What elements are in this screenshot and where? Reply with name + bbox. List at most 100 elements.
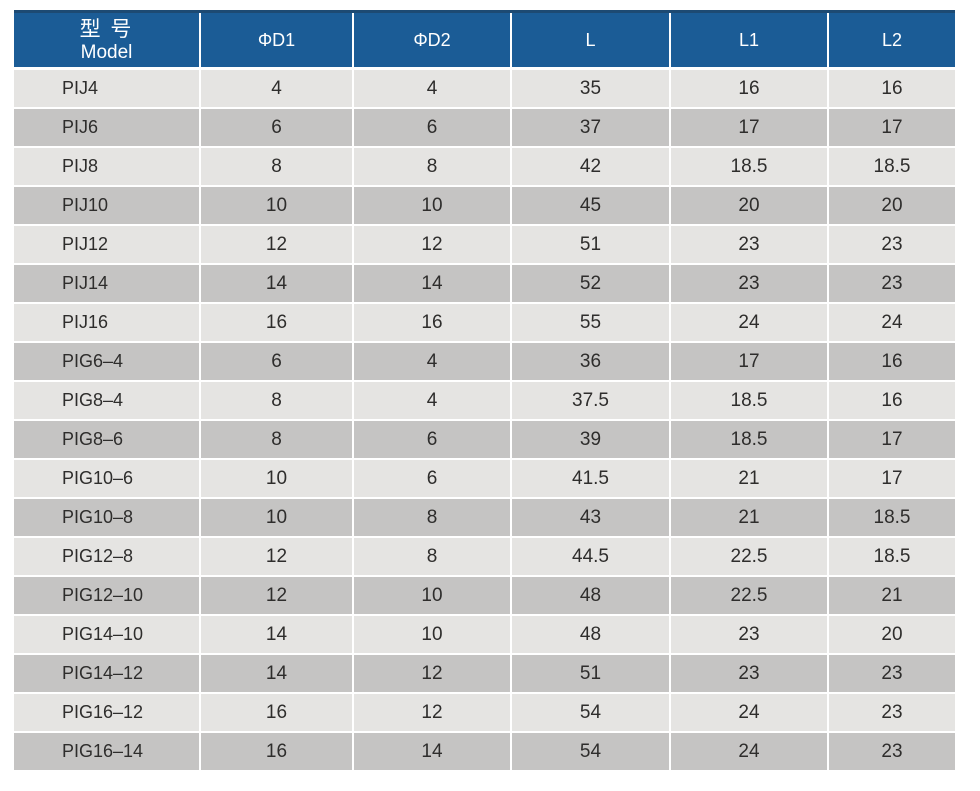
value-cell-d2: 4	[353, 68, 512, 109]
value-cell-l2: 18.5	[828, 147, 955, 187]
value-cell-d2: 14	[353, 264, 512, 304]
value-cell-l2: 21	[828, 576, 955, 616]
value-cell-l2: 23	[828, 225, 955, 265]
value-cell-l1: 23	[670, 264, 829, 304]
value-cell-l1: 18.5	[670, 381, 829, 421]
value-cell-l: 45	[511, 186, 671, 226]
value-cell-l2: 20	[828, 186, 955, 226]
value-cell-l1: 22.5	[670, 537, 829, 577]
value-cell-d2: 12	[353, 693, 512, 733]
table-row: PIJ6 6 6 37 17 17	[14, 108, 955, 148]
value-cell-d1: 8	[200, 420, 354, 460]
model-cell: PIJ6	[14, 108, 201, 148]
model-cell: PIG16–12	[14, 693, 201, 733]
value-cell-l2: 23	[828, 732, 955, 772]
value-cell-d1: 10	[200, 186, 354, 226]
table-row: PIG14–10 14 10 48 23 20	[14, 615, 955, 655]
value-cell-l2: 20	[828, 615, 955, 655]
table-row: PIJ16 16 16 55 24 24	[14, 303, 955, 343]
model-spec-table: 型 号 Model ΦD1 ΦD2 L L1 L2 PIJ4 4 4 35 16 16 PIJ6 6 6…	[14, 10, 955, 772]
model-cell: PIJ14	[14, 264, 201, 304]
value-cell-d2: 8	[353, 147, 512, 187]
value-cell-l: 44.5	[511, 537, 671, 577]
value-cell-l: 48	[511, 576, 671, 616]
value-cell-l: 54	[511, 732, 671, 772]
value-cell-l2: 18.5	[828, 498, 955, 538]
value-cell-d2: 6	[353, 459, 512, 499]
table-row: PIG10–6 10 6 41.5 21 17	[14, 459, 955, 499]
model-cell: PIG14–10	[14, 615, 201, 655]
value-cell-d2: 4	[353, 342, 512, 382]
value-cell-d2: 4	[353, 381, 512, 421]
model-cell: PIJ12	[14, 225, 201, 265]
model-cell: PIG8–4	[14, 381, 201, 421]
table-row: PIG12–8 12 8 44.5 22.5 18.5	[14, 537, 955, 577]
value-cell-l1: 17	[670, 342, 829, 382]
value-cell-d2: 14	[353, 732, 512, 772]
model-cell: PIG8–6	[14, 420, 201, 460]
model-cell: PIJ10	[14, 186, 201, 226]
table-row: PIJ14 14 14 52 23 23	[14, 264, 955, 304]
table-row: PIG6–4 6 4 36 17 16	[14, 342, 955, 382]
value-cell-l: 37	[511, 108, 671, 148]
value-cell-l: 51	[511, 654, 671, 694]
table-row: PIJ8 8 8 42 18.5 18.5	[14, 147, 955, 187]
value-cell-d1: 16	[200, 693, 354, 733]
header-row: 型 号 Model ΦD1 ΦD2 L L1 L2	[14, 10, 955, 70]
table-row: PIJ12 12 12 51 23 23	[14, 225, 955, 265]
value-cell-d2: 6	[353, 108, 512, 148]
value-cell-l1: 21	[670, 459, 829, 499]
value-cell-l2: 17	[828, 108, 955, 148]
value-cell-l1: 24	[670, 693, 829, 733]
column-header-d2: ΦD2	[353, 10, 512, 70]
model-cell: PIG12–8	[14, 537, 201, 577]
table-row: PIG12–10 12 10 48 22.5 21	[14, 576, 955, 616]
value-cell-l1: 24	[670, 303, 829, 343]
value-cell-l: 54	[511, 693, 671, 733]
value-cell-l1: 17	[670, 108, 829, 148]
value-cell-l1: 23	[670, 654, 829, 694]
value-cell-l: 51	[511, 225, 671, 265]
value-cell-l1: 22.5	[670, 576, 829, 616]
table-row: PIG10–8 10 8 43 21 18.5	[14, 498, 955, 538]
table-row: PIG14–12 14 12 51 23 23	[14, 654, 955, 694]
value-cell-l2: 23	[828, 264, 955, 304]
value-cell-d1: 12	[200, 576, 354, 616]
value-cell-l1: 20	[670, 186, 829, 226]
value-cell-d1: 16	[200, 732, 354, 772]
value-cell-l: 42	[511, 147, 671, 187]
value-cell-l: 43	[511, 498, 671, 538]
value-cell-d2: 8	[353, 498, 512, 538]
model-cell: PIJ16	[14, 303, 201, 343]
table-row: PIJ10 10 10 45 20 20	[14, 186, 955, 226]
model-cell: PIG6–4	[14, 342, 201, 382]
value-cell-l2: 17	[828, 459, 955, 499]
value-cell-l2: 16	[828, 342, 955, 382]
model-cell: PIJ8	[14, 147, 201, 187]
column-header-l2: L2	[828, 10, 955, 70]
value-cell-l: 55	[511, 303, 671, 343]
value-cell-l2: 17	[828, 420, 955, 460]
value-cell-l1: 18.5	[670, 420, 829, 460]
value-cell-l1: 23	[670, 615, 829, 655]
value-cell-d2: 8	[353, 537, 512, 577]
value-cell-l1: 18.5	[670, 147, 829, 187]
table-body: PIJ4 4 4 35 16 16 PIJ6 6 6 37 17 17 PIJ8 8 8 42 18.5 18.5…	[14, 68, 955, 772]
column-header-l1: L1	[670, 10, 829, 70]
value-cell-l1: 23	[670, 225, 829, 265]
value-cell-l2: 18.5	[828, 537, 955, 577]
value-cell-l: 48	[511, 615, 671, 655]
value-cell-l1: 16	[670, 68, 829, 109]
value-cell-l2: 16	[828, 68, 955, 109]
value-cell-l2: 24	[828, 303, 955, 343]
model-cell: PIJ4	[14, 68, 201, 109]
value-cell-d1: 16	[200, 303, 354, 343]
value-cell-d1: 12	[200, 537, 354, 577]
value-cell-d1: 6	[200, 342, 354, 382]
table-row: PIJ4 4 4 35 16 16	[14, 68, 955, 109]
model-cell: PIG16–14	[14, 732, 201, 772]
value-cell-l: 35	[511, 68, 671, 109]
value-cell-d2: 16	[353, 303, 512, 343]
value-cell-l: 36	[511, 342, 671, 382]
